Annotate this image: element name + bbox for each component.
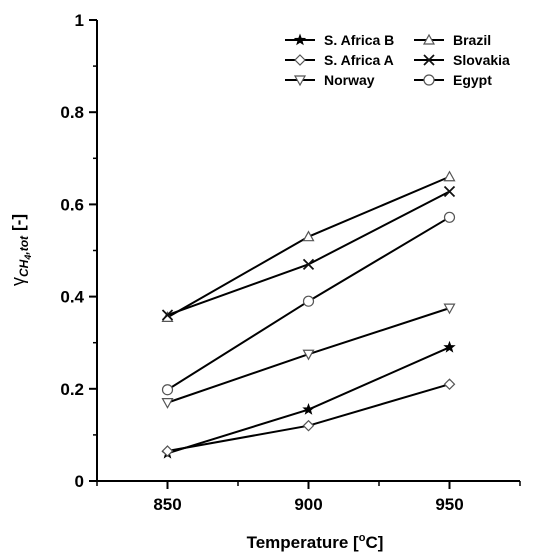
y-tick-label: 0.8 — [60, 103, 84, 122]
y-tick-label: 0.6 — [60, 195, 84, 214]
x-axis-title-sup: o — [359, 532, 366, 544]
legend-item-s-africa-a: S. Africa A — [285, 52, 394, 68]
x-axis-title-main: Temperature [ — [247, 533, 359, 552]
x-axis-title: Temperature [oC] — [247, 532, 384, 552]
y-tick-label: 0.2 — [60, 380, 84, 399]
series-norway — [161, 303, 456, 409]
data-point-brazil — [443, 170, 456, 182]
y-axis-title: γCH4,tot [-] — [8, 214, 33, 286]
legend-marker — [293, 33, 307, 46]
data-point-brazil — [302, 230, 315, 242]
data-point-egypt — [443, 211, 456, 223]
x-axis-title-tail: C] — [365, 533, 383, 552]
data-point-slovakia — [302, 258, 315, 270]
data-point-slovakia — [161, 309, 174, 321]
x-tick-label: 950 — [435, 495, 463, 514]
data-point-s-africa-a — [302, 419, 315, 432]
y-tick-label: 0.4 — [60, 288, 84, 307]
legend-label: Norway — [324, 72, 375, 88]
data-point-s-africa-b — [443, 340, 456, 353]
y-axis-title-sub: CH — [17, 259, 31, 277]
data-point-norway — [443, 303, 456, 315]
legend-label: Egypt — [453, 72, 492, 88]
legend-label: Brazil — [453, 32, 491, 48]
legend-marker — [423, 74, 435, 86]
data-point-s-africa-b — [302, 403, 315, 415]
legend-item-slovakia: Slovakia — [414, 52, 510, 68]
y-tick-label: 1 — [75, 11, 84, 30]
data-point-norway — [161, 398, 174, 409]
data-point-slovakia — [443, 185, 456, 198]
legend-label: S. Africa B — [324, 32, 394, 48]
legend-item-norway: Norway — [285, 72, 375, 88]
data-point-s-africa-a — [161, 445, 174, 457]
series-slovakia — [161, 185, 456, 321]
legend-label: Slovakia — [453, 52, 510, 68]
legend-item-brazil: Brazil — [414, 32, 491, 48]
data-point-s-africa-a — [443, 378, 456, 391]
data-point-egypt — [161, 384, 174, 396]
legend: S. Africa B S. Africa A Norway Brazil Slovak… — [285, 32, 510, 88]
legend-marker — [422, 33, 436, 45]
axes: 0 0.2 0.4 0.6 0.8 1 850 900 950 — [60, 11, 521, 514]
x-tick-label: 850 — [153, 495, 181, 514]
series-egypt — [161, 211, 456, 396]
legend-marker — [293, 75, 307, 87]
data-point-egypt — [302, 295, 315, 307]
y-axis-title-sub2: 4 — [23, 255, 33, 261]
y-axis-title-unit: [-] — [9, 214, 28, 231]
legend-marker — [294, 54, 306, 66]
data-point-norway — [302, 349, 315, 361]
series-s-africa-a — [161, 378, 456, 457]
y-axis-title-sub3: ,tot — [17, 235, 31, 256]
y-axis-title-symbol: γ — [8, 277, 28, 286]
series-layer — [161, 170, 456, 459]
legend-item-s-africa-b: S. Africa B — [285, 32, 394, 48]
legend-label: S. Africa A — [324, 52, 394, 68]
legend-item-egypt: Egypt — [414, 72, 492, 88]
y-tick-label: 0 — [75, 472, 84, 491]
legend-marker — [423, 54, 435, 66]
x-tick-label: 900 — [294, 495, 322, 514]
